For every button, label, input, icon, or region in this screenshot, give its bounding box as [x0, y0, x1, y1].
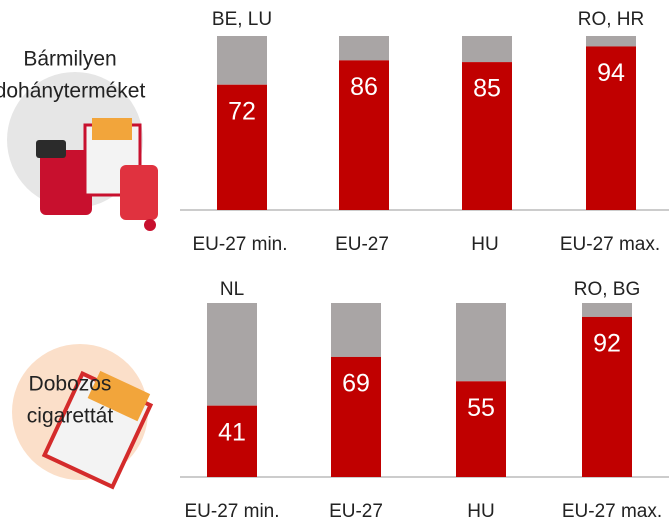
value-label: 72 [228, 97, 256, 125]
bar [456, 381, 506, 477]
x-tick-label: EU-27 [329, 501, 383, 522]
row-label: Dobozos [29, 373, 112, 396]
x-tick-label: HU [467, 501, 494, 522]
x-tick-label: EU-27 max. [560, 234, 660, 255]
value-label: 55 [467, 394, 495, 422]
annotation: RO, HR [578, 9, 645, 30]
x-tick-label: EU-27 [335, 234, 389, 255]
annotation: RO, BG [574, 279, 641, 300]
bar [582, 316, 632, 477]
x-tick-label: HU [471, 234, 498, 255]
bar [339, 60, 389, 210]
annotation: NL [220, 279, 244, 300]
bar [217, 84, 267, 210]
value-label: 85 [473, 75, 501, 103]
bar-rest [456, 303, 506, 382]
bar-rest [586, 36, 636, 47]
bar-rest [331, 303, 381, 357]
value-label: 86 [350, 73, 378, 101]
bar [586, 46, 636, 210]
bar [331, 356, 381, 477]
value-label: 94 [597, 59, 625, 87]
row-label: Bármilyen [23, 48, 116, 71]
row-label: cigarettát [27, 405, 114, 428]
x-tick-label: EU-27 min. [192, 234, 287, 255]
value-label: 92 [593, 330, 621, 358]
bar [207, 405, 257, 477]
x-tick-label: EU-27 max. [562, 501, 662, 522]
bar-rest [207, 303, 257, 406]
bar-rest [462, 36, 512, 63]
x-tick-label: EU-27 min. [184, 501, 279, 522]
bar-rest [582, 303, 632, 317]
bar-rest [339, 36, 389, 61]
row-label: dohányterméket [0, 80, 145, 103]
annotation: BE, LU [212, 9, 272, 30]
icon-tobacco [7, 72, 158, 231]
value-label: 69 [342, 370, 370, 398]
value-label: 41 [218, 418, 246, 446]
bar [462, 62, 512, 210]
icon-cigarettes [12, 344, 154, 490]
bar-rest [217, 36, 267, 85]
